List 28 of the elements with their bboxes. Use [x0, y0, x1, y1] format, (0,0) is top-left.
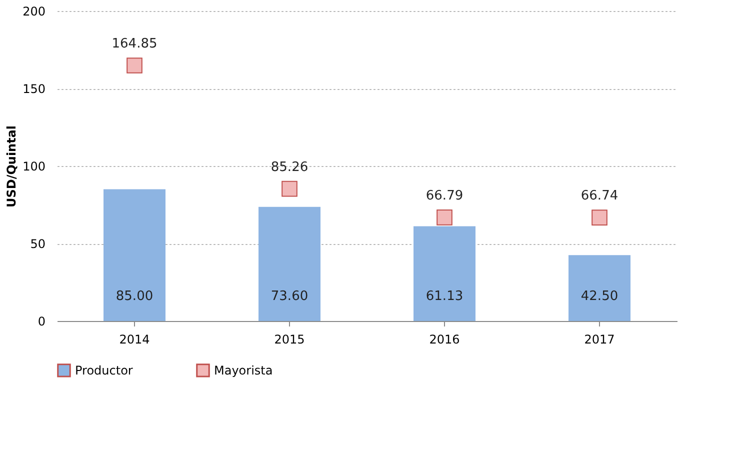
y-axis-title: USD/Quintal	[4, 125, 19, 208]
data-label: 85.00	[116, 289, 154, 304]
x-tick-label: 2015	[274, 332, 305, 346]
point	[282, 180, 298, 197]
bar	[568, 255, 630, 321]
y-tick-label: 50	[30, 237, 46, 251]
data-label: 66.79	[426, 188, 464, 204]
data-label: 42.50	[580, 289, 618, 304]
data-label: 61.13	[426, 289, 464, 304]
data-label: 73.60	[270, 289, 308, 304]
y-tick-label: 0	[38, 314, 46, 328]
legend-label: Mayorista	[214, 363, 273, 378]
point	[126, 58, 142, 74]
data-label: 66.74	[580, 188, 618, 204]
x-tick-label: 2014	[119, 332, 150, 346]
x-tick-label: 2016	[429, 332, 460, 346]
bar	[414, 226, 476, 321]
bar	[258, 206, 320, 321]
y-tick-label: 150	[22, 82, 46, 96]
point	[592, 210, 608, 226]
bar	[104, 189, 166, 321]
data-label: 85.26	[270, 160, 308, 175]
y-tick-label: 100	[22, 160, 46, 174]
point	[436, 210, 452, 226]
x-tick-label: 2017	[584, 332, 615, 346]
data-label: 164.85	[112, 36, 158, 52]
y-tick-label: 200	[22, 4, 46, 18]
legend-label: Productor	[75, 363, 133, 378]
